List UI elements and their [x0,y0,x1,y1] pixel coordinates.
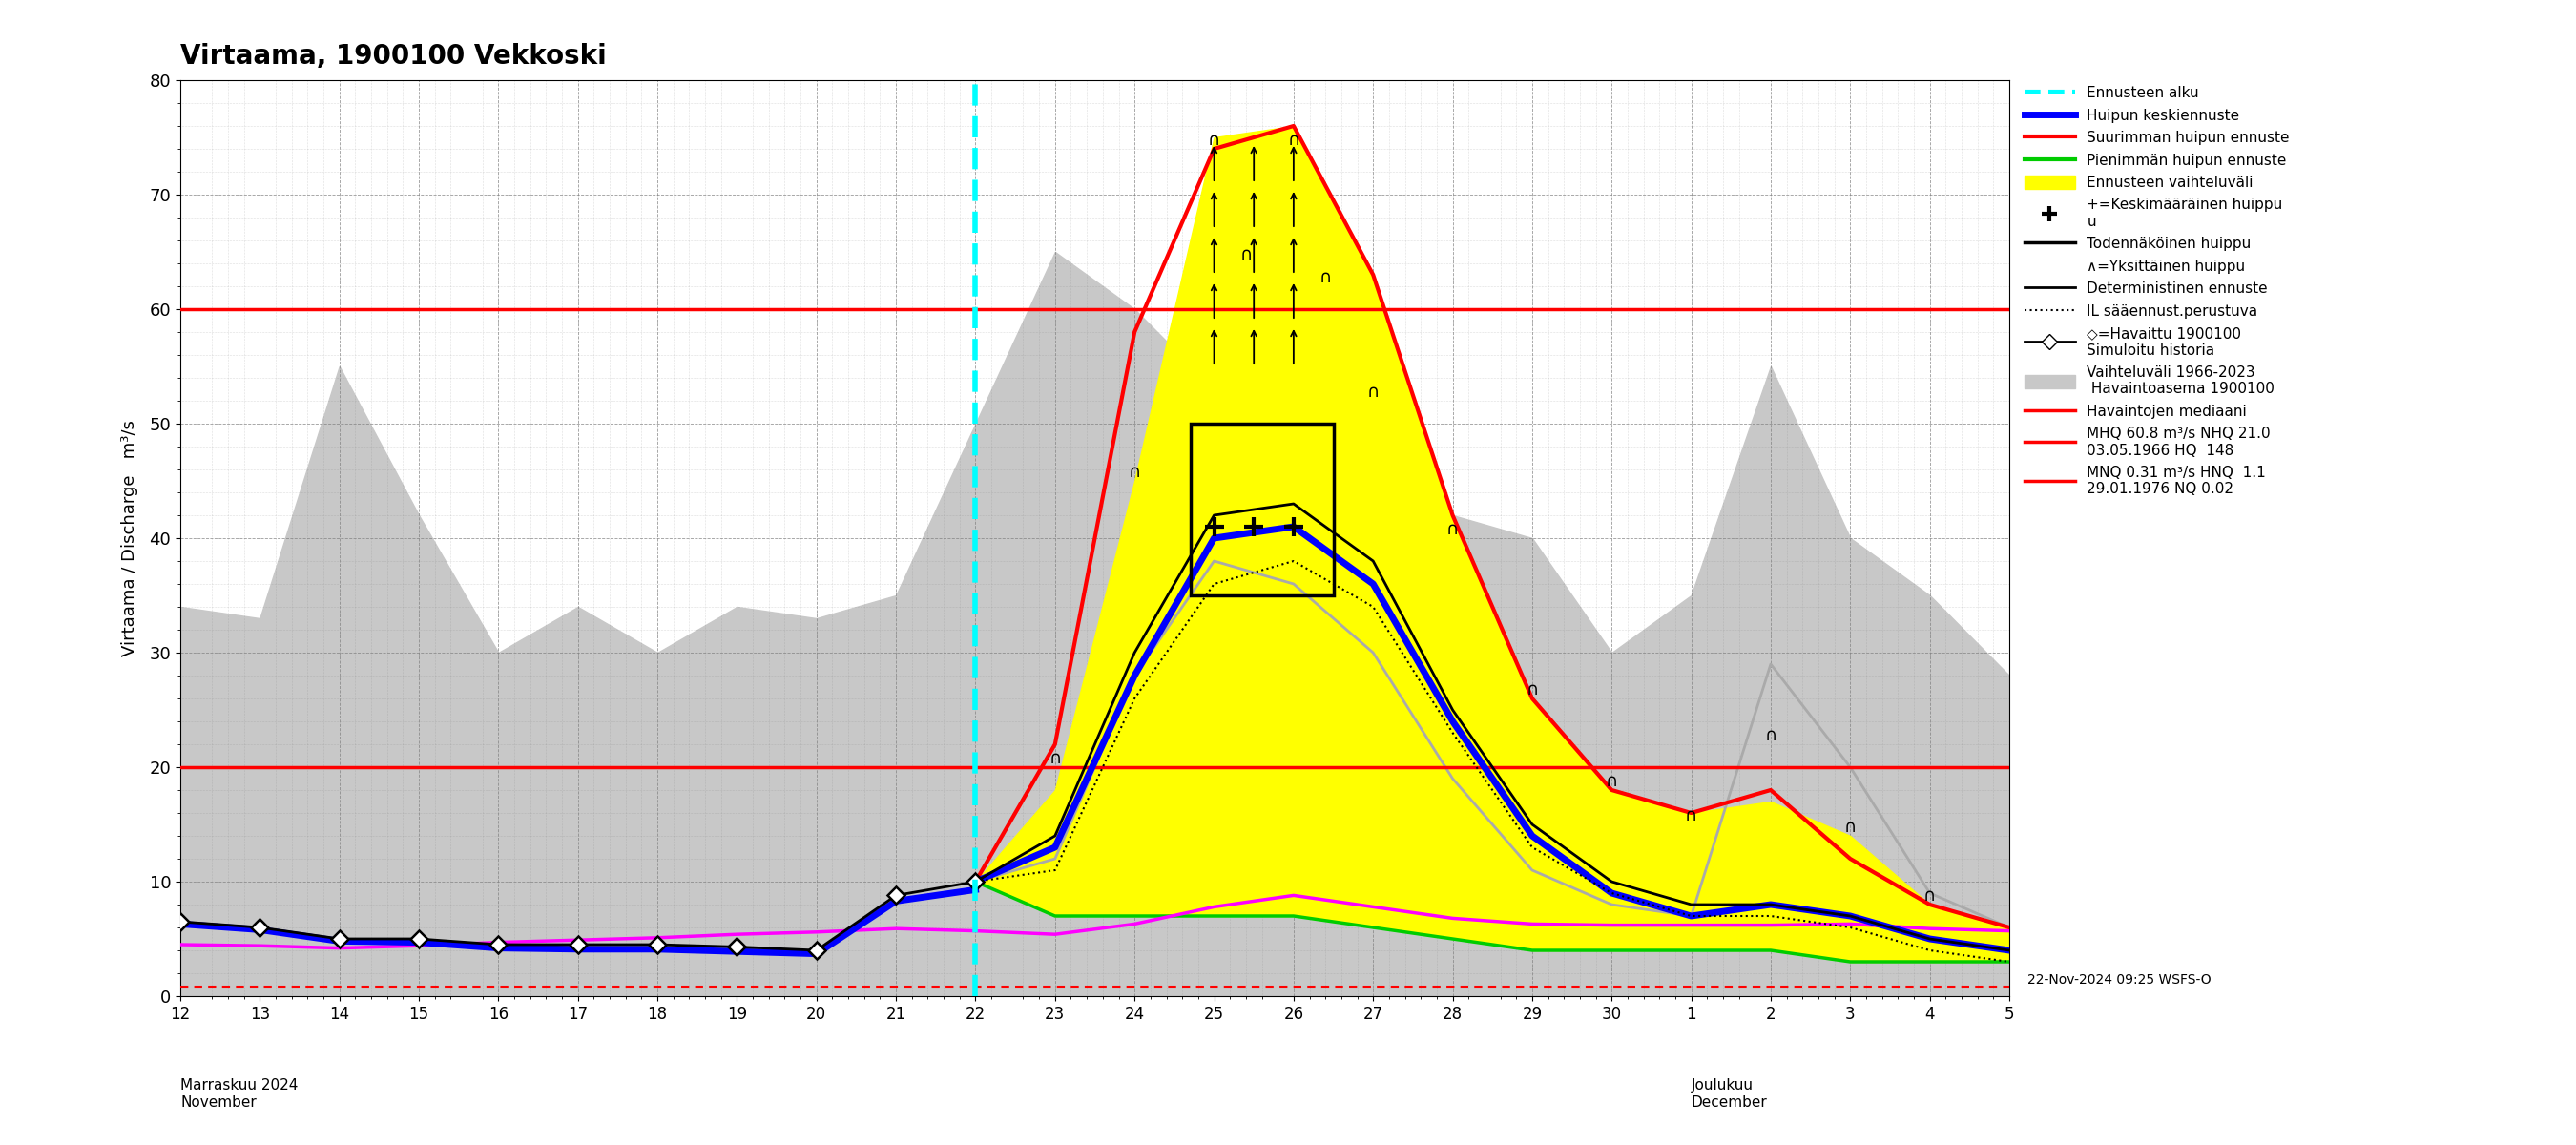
Text: ∩: ∩ [1685,807,1698,824]
Text: ∩: ∩ [1288,132,1301,149]
Text: Joulukuu
December: Joulukuu December [1692,1079,1767,1110]
Text: Virtaama, 1900100 Vekkoski: Virtaama, 1900100 Vekkoski [180,44,605,70]
Text: ∩: ∩ [1208,132,1221,149]
Text: ∩: ∩ [1239,246,1252,263]
Bar [1190,424,1334,595]
Text: 22-Nov-2024 09:25 WSFS-O: 22-Nov-2024 09:25 WSFS-O [2027,973,2210,987]
Text: ∩: ∩ [1525,681,1538,698]
Text: ∩: ∩ [1319,269,1332,286]
Text: Marraskuu 2024
November: Marraskuu 2024 November [180,1079,299,1110]
Text: ∩: ∩ [1128,464,1141,481]
Text: ∩: ∩ [1368,384,1378,401]
Text: ∩: ∩ [1765,727,1777,744]
Y-axis label: Virtaama / Discharge   m³/s: Virtaama / Discharge m³/s [121,420,139,656]
Text: ∩: ∩ [1844,819,1857,836]
Text: ∩: ∩ [1924,887,1937,905]
Text: ∩: ∩ [1605,773,1618,790]
Text: ∩: ∩ [1048,750,1061,767]
Legend: Ennusteen alku, Huipun keskiennuste, Suurimman huipun ennuste, Pienimmän huipun : Ennusteen alku, Huipun keskiennuste, Suu… [2020,80,2295,503]
Text: ∩: ∩ [1445,521,1458,538]
